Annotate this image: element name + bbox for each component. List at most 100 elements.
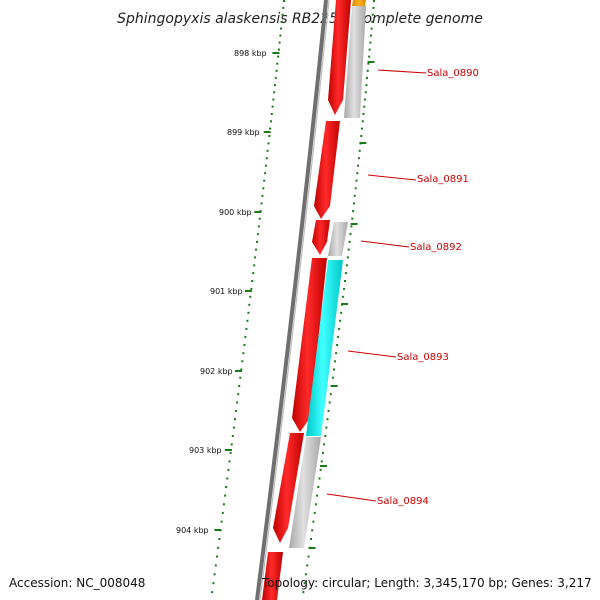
other-feature: [352, 0, 366, 6]
scale-tick: [226, 477, 229, 480]
scale-tick: [235, 409, 237, 412]
scale-tick: [261, 194, 264, 197]
scale-tick: [344, 280, 346, 282]
scale-tick: [367, 62, 370, 65]
scale-tick: [260, 202, 263, 205]
scale-tick: [229, 451, 232, 454]
ruler-label-903: 903 kbp: [189, 446, 222, 455]
gene-feature: [344, 6, 366, 118]
scale-tick: [370, 27, 373, 30]
topology-text: Topology: circular; Length: 3,345,170 bp…: [261, 576, 592, 590]
scale-tick-major: [214, 529, 222, 531]
cds-feature: [314, 121, 340, 219]
accession-text: Accession: NC_008048: [9, 576, 145, 590]
scale-tick: [357, 157, 360, 160]
scale-tick: [319, 468, 322, 471]
scale-tick: [281, 13, 284, 16]
scale-tick: [362, 113, 365, 115]
gene-label-sala-0892[interactable]: Sala_0892: [410, 242, 462, 253]
scale-tick: [366, 76, 368, 79]
scale-tick: [283, 0, 285, 2]
scale-tick: [336, 344, 339, 346]
scale-tick: [344, 272, 347, 275]
scale-tick: [339, 319, 342, 322]
scale-tick: [342, 295, 345, 298]
scale-tick: [264, 172, 267, 175]
ruler-label-898: 898 kbp: [234, 49, 267, 58]
scale-tick-major: [308, 547, 316, 549]
scale-tick: [213, 573, 216, 576]
scale-tick: [343, 287, 345, 290]
scale-tick: [243, 344, 246, 346]
gene-label-sala-0894[interactable]: Sala_0894: [377, 496, 429, 507]
scale-tick: [227, 468, 230, 471]
scale-tick: [268, 135, 271, 137]
scale-tick: [360, 135, 363, 137]
cds-feature: [262, 552, 283, 600]
scale-tick: [370, 34, 372, 37]
scale-tick-major: [330, 385, 338, 387]
scale-tick: [267, 142, 270, 145]
scale-tick: [216, 555, 218, 558]
scale-tick: [347, 248, 350, 251]
scale-tick: [335, 352, 338, 355]
scale-tick: [364, 91, 367, 94]
cds-feature: [312, 220, 330, 255]
scale-tick: [211, 591, 214, 594]
scale-tick: [366, 69, 369, 72]
cds-feature: [292, 258, 327, 432]
gene-label-sala-0893[interactable]: Sala_0893: [397, 352, 449, 363]
scale-tick: [316, 494, 319, 497]
scale-tick: [269, 127, 272, 130]
scale-tick: [266, 149, 269, 152]
scale-tick: [373, 0, 375, 2]
scale-tick: [265, 157, 268, 160]
scale-tick: [234, 418, 236, 421]
scale-tick-major: [263, 131, 271, 133]
scale-tick: [271, 105, 274, 108]
scale-tick-major: [244, 290, 252, 292]
gene-label-sala-0891[interactable]: Sala_0891: [417, 174, 469, 185]
scale-tick: [221, 511, 224, 514]
scale-tick: [214, 564, 217, 567]
gene-feature: [289, 437, 321, 548]
scale-tick: [244, 335, 247, 338]
scale-tick: [310, 538, 312, 540]
scale-tick: [256, 233, 259, 236]
scale-tick: [345, 264, 348, 267]
scale-tick: [240, 368, 243, 371]
cds-feature: [273, 433, 304, 543]
ruler-label-902: 902 kbp: [200, 367, 233, 376]
scale-tick: [247, 311, 250, 314]
scale-tick: [248, 303, 251, 306]
map-title: Sphingopyxis alaskensis RB2256, complete…: [117, 11, 483, 27]
scale-tick: [257, 225, 260, 228]
scale-tick: [238, 385, 241, 387]
genome-backbone-highlight: [259, 0, 330, 600]
scale-tick: [349, 233, 352, 236]
scale-tick: [280, 27, 283, 30]
scale-tick: [312, 520, 315, 523]
scale-tick-major: [341, 303, 349, 305]
gene-label-sala-0890[interactable]: Sala_0890: [427, 68, 479, 79]
scale-tick: [361, 120, 364, 123]
scale-tick: [365, 84, 368, 87]
scale-tick: [358, 149, 361, 152]
scale-tick: [220, 520, 223, 523]
scale-tick: [280, 20, 283, 23]
scale-tick: [307, 555, 310, 558]
ruler-label-904: 904 kbp: [176, 526, 209, 535]
scale-tick: [242, 352, 245, 355]
scale-tick-major: [367, 61, 375, 63]
scale-tick: [326, 418, 329, 421]
scale-tick: [228, 460, 231, 463]
scale-tick: [272, 98, 275, 101]
scale-tick: [279, 34, 282, 37]
scale-tick: [369, 41, 372, 44]
scale-tick: [224, 494, 227, 497]
ruler-label-900: 900 kbp: [219, 208, 252, 217]
scale-tick: [250, 287, 253, 290]
scale-tick: [325, 426, 328, 429]
scale-tick: [327, 409, 330, 412]
